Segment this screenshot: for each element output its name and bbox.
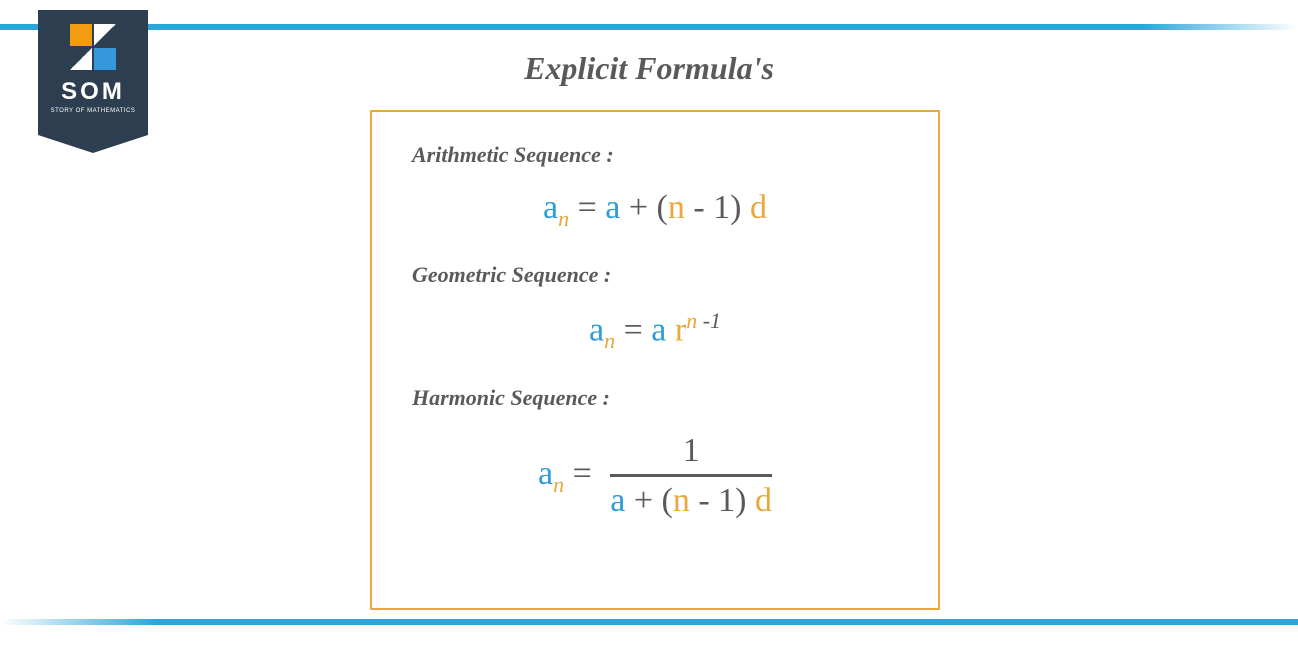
geometric-formula: an = a rn -1 (412, 308, 898, 355)
subscript-n: n (558, 206, 569, 231)
logo-subtitle: STORY OF MATHEMATICS (51, 108, 136, 114)
harmonic-label: Harmonic Sequence : (412, 385, 898, 411)
superscript: n -1 (686, 308, 721, 333)
equals: = (615, 312, 651, 349)
var-d: d (750, 189, 767, 226)
var-a: a (538, 455, 553, 492)
var-a: a (651, 312, 666, 349)
top-accent-bar (0, 24, 1298, 30)
formula-container: Arithmetic Sequence : an = a + (n - 1) d… (370, 110, 940, 610)
var-a: a (543, 189, 558, 226)
minus-one-paren: - 1) (690, 482, 755, 519)
plus-paren: + ( (625, 482, 673, 519)
var-a: a (589, 312, 604, 349)
var-r: r (675, 312, 686, 349)
var-a: a (610, 482, 625, 519)
equals: = (564, 455, 600, 492)
minus-one-paren: - 1) (685, 189, 750, 226)
numerator: 1 (610, 431, 772, 477)
harmonic-formula: an = 1 a + (n - 1) d (412, 431, 898, 522)
space (666, 312, 675, 349)
subscript-n: n (604, 328, 615, 353)
plus-paren: + ( (620, 189, 668, 226)
sup-minus-one: -1 (697, 308, 721, 333)
arithmetic-formula: an = a + (n - 1) d (412, 188, 898, 232)
bottom-accent-bar (0, 619, 1298, 625)
equals: = (569, 189, 605, 226)
page-title: Explicit Formula's (0, 50, 1298, 87)
var-a: a (605, 189, 620, 226)
arithmetic-label: Arithmetic Sequence : (412, 142, 898, 168)
var-n: n (673, 482, 690, 519)
var-n: n (668, 189, 685, 226)
denominator: a + (n - 1) d (610, 477, 772, 522)
fraction: 1 a + (n - 1) d (610, 431, 772, 522)
subscript-n: n (553, 472, 564, 497)
var-d: d (755, 482, 772, 519)
geometric-label: Geometric Sequence : (412, 262, 898, 288)
sup-n: n (686, 308, 697, 333)
